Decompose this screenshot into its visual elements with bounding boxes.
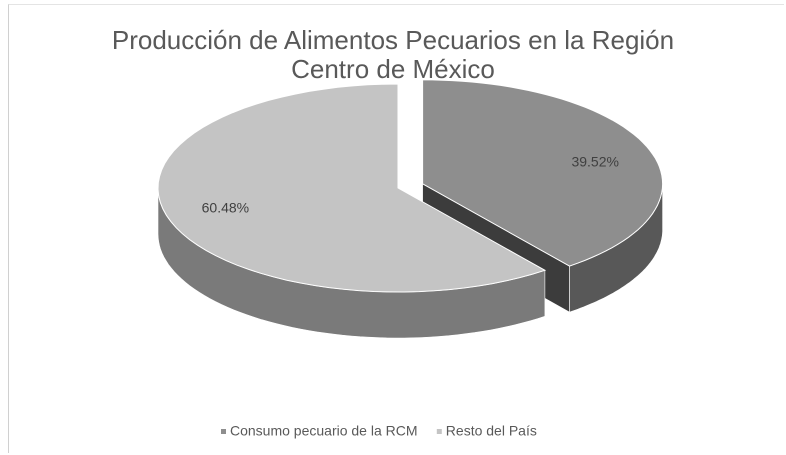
legend-swatch bbox=[221, 429, 226, 434]
legend-label: Resto del País bbox=[446, 423, 537, 439]
chart-title: Producción de Alimentos Pecuarios en la … bbox=[111, 25, 675, 84]
data-label: 39.52% bbox=[571, 154, 618, 170]
chart-frame bbox=[8, 4, 784, 453]
slice bbox=[422, 79, 664, 267]
slice bbox=[157, 83, 547, 293]
legend-swatch bbox=[436, 429, 442, 434]
data-label: 60.48% bbox=[202, 200, 249, 216]
legend-label: Consumo pecuario de la RCM bbox=[230, 423, 418, 439]
